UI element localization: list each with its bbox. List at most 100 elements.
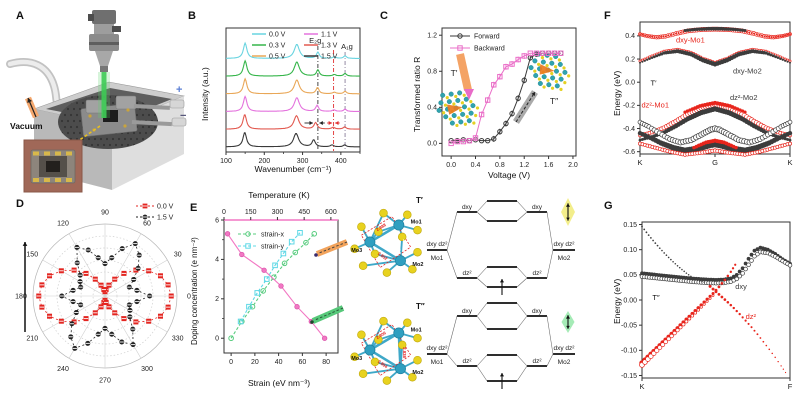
band-structure-tdprime-chart: 0.15 0.10 0.05 0.00 -0.05 -0.10 -0.15K F T″ dxy dz… bbox=[621, 221, 793, 391]
svg-text:150: 150 bbox=[245, 209, 257, 216]
svg-text:600: 600 bbox=[325, 209, 337, 216]
svg-text:2.806: 2.806 bbox=[375, 330, 387, 340]
svg-text:dxy: dxy bbox=[532, 308, 543, 315]
svg-text:20: 20 bbox=[251, 359, 259, 366]
svg-text:6: 6 bbox=[215, 217, 219, 224]
bands-tdprime-ylabel: Energy (eV) bbox=[612, 278, 622, 324]
svg-text:0: 0 bbox=[229, 359, 233, 366]
polar-chart: 0 30 60 90 120 150 180 210 240 270 300 330 0.0 V 1.5 … bbox=[15, 204, 191, 385]
svg-text:dxy-Mo1: dxy-Mo1 bbox=[676, 35, 705, 44]
svg-text:A₁g: A₁g bbox=[341, 42, 353, 51]
svg-text:0: 0 bbox=[215, 336, 219, 343]
svg-text:dz²: dz² bbox=[746, 312, 757, 321]
svg-text:Forward: Forward bbox=[474, 34, 500, 41]
svg-text:Mo1: Mo1 bbox=[431, 359, 444, 366]
svg-text:0.4: 0.4 bbox=[625, 33, 635, 40]
svg-text:0.0 V: 0.0 V bbox=[269, 32, 286, 39]
panel-label-c: C bbox=[380, 10, 388, 22]
svg-text:K: K bbox=[637, 158, 642, 167]
svg-text:300: 300 bbox=[297, 158, 309, 165]
svg-text:dxy dz²: dxy dz² bbox=[427, 241, 449, 248]
svg-text:210: 210 bbox=[26, 335, 38, 342]
svg-text:0.15: 0.15 bbox=[623, 222, 637, 229]
svg-text:-0.15: -0.15 bbox=[621, 373, 637, 380]
svg-text:300: 300 bbox=[141, 366, 153, 373]
svg-text:100: 100 bbox=[220, 158, 232, 165]
panel-label-e: E bbox=[190, 202, 198, 214]
svg-text:0: 0 bbox=[187, 293, 191, 300]
doping-ylabel: Doping concentration (e nm⁻²) bbox=[190, 237, 199, 345]
svg-text:Mo3: Mo3 bbox=[351, 248, 362, 254]
svg-text:dxy dz²: dxy dz² bbox=[554, 241, 576, 248]
svg-text:dxy: dxy bbox=[462, 204, 473, 211]
svg-text:-0.4: -0.4 bbox=[623, 126, 635, 133]
panel-label-g: G bbox=[604, 200, 613, 212]
doping-chart: 0 20 40 60 80 0 150 300 450 600 0 2 4 6 strain-x strain… bbox=[215, 209, 339, 366]
svg-text:200: 200 bbox=[258, 158, 270, 165]
svg-text:2.888: 2.888 bbox=[375, 222, 387, 232]
svg-text:2.0: 2.0 bbox=[568, 162, 578, 169]
svg-text:0.0 V: 0.0 V bbox=[157, 204, 174, 211]
svg-text:0.2: 0.2 bbox=[625, 56, 635, 63]
svg-text:-0.10: -0.10 bbox=[621, 348, 637, 355]
panel-label-f: F bbox=[604, 10, 611, 22]
panel-label-a: A bbox=[16, 10, 24, 22]
svg-text:dz²: dz² bbox=[532, 358, 542, 365]
svg-text:0.3 V: 0.3 V bbox=[269, 43, 286, 50]
setup-illustration bbox=[6, 10, 187, 193]
svg-text:2.852: 2.852 bbox=[377, 251, 389, 262]
svg-text:0.8: 0.8 bbox=[427, 69, 437, 76]
svg-text:dz²: dz² bbox=[462, 358, 472, 365]
structure-tdprime-title: T″ bbox=[416, 302, 425, 311]
svg-text:4: 4 bbox=[215, 257, 219, 264]
svg-text:T″: T″ bbox=[652, 293, 660, 302]
svg-text:1.5 V: 1.5 V bbox=[157, 215, 174, 222]
svg-text:1.6: 1.6 bbox=[544, 162, 554, 169]
minus-electrode-label: − bbox=[180, 110, 187, 122]
svg-text:0.5 V: 0.5 V bbox=[269, 54, 286, 61]
svg-text:-0.2: -0.2 bbox=[623, 103, 635, 110]
svg-text:Mo2: Mo2 bbox=[412, 262, 423, 268]
svg-text:1.2: 1.2 bbox=[427, 33, 437, 40]
hysteresis-ylabel: Transformed ratio R bbox=[412, 56, 422, 132]
raman-chart: 100 200 300 400 E₂g A₁g 0.0 V 0.3 V 0.5 V 1.1 V 1.… bbox=[220, 27, 361, 165]
raman-ylabel: Intensity (a.u.) bbox=[200, 67, 210, 121]
svg-text:0.0: 0.0 bbox=[427, 141, 437, 148]
svg-text:Mo1: Mo1 bbox=[431, 255, 444, 262]
svg-text:240: 240 bbox=[57, 366, 69, 373]
svg-text:150: 150 bbox=[26, 251, 38, 258]
svg-text:T′: T′ bbox=[451, 68, 458, 78]
svg-text:dxy dz²: dxy dz² bbox=[554, 345, 576, 352]
svg-text:dxy: dxy bbox=[532, 204, 543, 211]
svg-text:T″: T″ bbox=[550, 96, 558, 106]
svg-text:G: G bbox=[712, 158, 718, 167]
svg-text:strain-y: strain-y bbox=[261, 244, 284, 251]
panel-c-hysteresis: 0.0 0.4 0.8 1.2 1.6 2.0 0.0 0.4 0.8 1.2 Forward Bac… bbox=[398, 4, 598, 200]
svg-text:Mo2: Mo2 bbox=[558, 359, 571, 366]
svg-text:0.0: 0.0 bbox=[446, 162, 456, 169]
svg-text:60: 60 bbox=[143, 221, 151, 228]
panel-b-raman: 100 200 300 400 E₂g A₁g 0.0 V 0.3 V 0.5 V 1.1 V 1.… bbox=[186, 4, 400, 200]
panel-a-setup: Vacuum + − bbox=[4, 4, 190, 200]
svg-text:dz²-Mo2: dz²-Mo2 bbox=[730, 93, 758, 102]
svg-text:dxy: dxy bbox=[735, 282, 747, 291]
svg-text:0.05: 0.05 bbox=[623, 272, 637, 279]
panel-label-d: D bbox=[16, 198, 24, 210]
molecular-structures: 2.888 2.852 3.154 Mo1 Mo2 Mo3 2.806 2.894 2.838 M… bbox=[350, 190, 428, 402]
band-structure-tprime-chart: 0.40.20.0-0.2-0.4-0.6K G Kdxy-Mo1dxy-Mo2T′… bbox=[623, 21, 793, 167]
svg-text:dxy dz²: dxy dz² bbox=[427, 345, 449, 352]
svg-text:0: 0 bbox=[222, 209, 226, 216]
svg-text:60: 60 bbox=[298, 359, 306, 366]
svg-text:F: F bbox=[788, 382, 793, 391]
energy-level-diagrams: dxy dxy dz² dz² dxy dz² Mo1 dxy dz² Mo2 dxy dxy dz… bbox=[425, 190, 600, 402]
structure-illustrations: 2.888 2.852 3.154 Mo1 Mo2 Mo3 2.806 2.894 2.838 M… bbox=[350, 208, 423, 385]
svg-text:0.0: 0.0 bbox=[625, 80, 635, 87]
svg-text:40: 40 bbox=[275, 359, 283, 366]
plus-electrode-label: + bbox=[176, 84, 183, 96]
raman-xlabel: Wavenumber (cm⁻¹) bbox=[254, 164, 332, 174]
svg-text:Mo1: Mo1 bbox=[411, 327, 422, 333]
svg-text:1.1 V: 1.1 V bbox=[321, 32, 338, 39]
svg-text:K: K bbox=[639, 382, 644, 391]
